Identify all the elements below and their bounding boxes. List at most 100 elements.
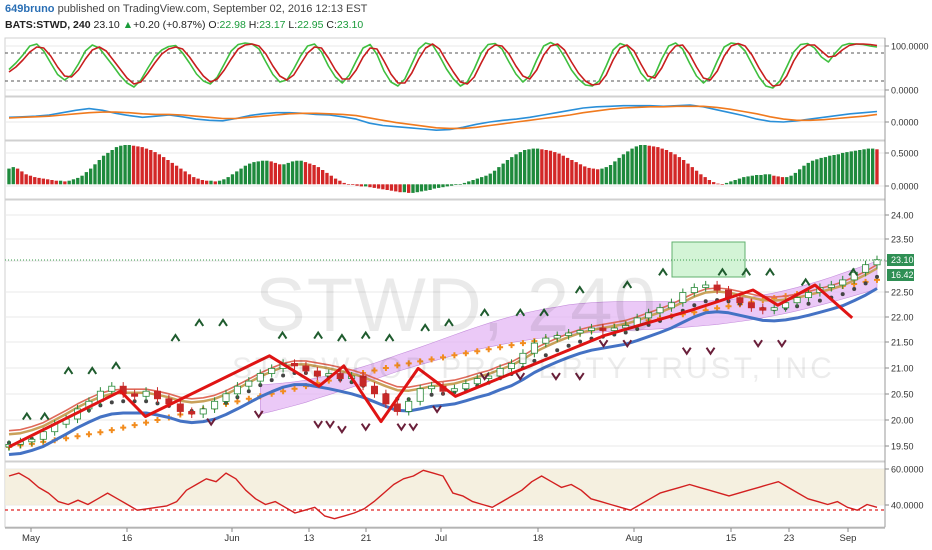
down-marker bbox=[253, 410, 264, 419]
candle-body bbox=[199, 408, 207, 415]
highlight-box bbox=[671, 241, 746, 278]
histogram-bar bbox=[260, 160, 265, 185]
histogram-bar bbox=[114, 147, 119, 185]
zigzag-line bbox=[8, 283, 854, 449]
candle-body bbox=[302, 365, 310, 372]
x-tick-label: 16 bbox=[122, 533, 133, 544]
candle-body bbox=[382, 393, 390, 405]
signal-line bbox=[8, 105, 878, 130]
histogram-bar bbox=[80, 175, 84, 185]
histogram-bar bbox=[845, 152, 849, 185]
histogram-bar bbox=[286, 162, 290, 185]
high-value: 23.17 bbox=[259, 19, 286, 31]
candle-body bbox=[507, 362, 515, 369]
down-marker bbox=[515, 372, 526, 381]
ema-slow-marker bbox=[714, 305, 721, 312]
histogram-bar bbox=[828, 155, 832, 185]
histogram-bar bbox=[200, 180, 205, 185]
down-marker bbox=[705, 347, 716, 356]
up-marker bbox=[22, 411, 32, 421]
histogram-bar bbox=[372, 184, 376, 188]
secondary-price-text: 16.42 bbox=[891, 270, 914, 280]
stoch-d-line bbox=[8, 42, 878, 87]
ema-slow-marker bbox=[725, 303, 732, 310]
histogram-bar bbox=[432, 184, 437, 189]
histogram-bar bbox=[862, 149, 866, 185]
close-value: 23.10 bbox=[336, 19, 364, 31]
candle-body bbox=[108, 385, 116, 392]
histogram-bar bbox=[402, 184, 407, 193]
histogram-bar bbox=[312, 165, 316, 185]
candle-body bbox=[450, 388, 458, 392]
down-marker bbox=[753, 339, 763, 348]
down-marker bbox=[360, 423, 371, 432]
histogram-bar bbox=[686, 163, 690, 185]
dotted-ma-point bbox=[543, 353, 548, 358]
ema-slow-marker bbox=[508, 342, 515, 349]
up-marker bbox=[360, 330, 371, 340]
histogram-bar bbox=[136, 146, 140, 185]
histogram-bar bbox=[866, 148, 871, 185]
histogram-bar bbox=[419, 184, 424, 192]
histogram-bar bbox=[798, 169, 802, 185]
histogram-bar bbox=[325, 172, 329, 185]
histogram-bar bbox=[351, 184, 355, 185]
up-marker bbox=[479, 307, 490, 317]
histogram-bar bbox=[58, 180, 63, 185]
histogram-bar bbox=[170, 162, 174, 185]
candle-body bbox=[359, 375, 367, 387]
histogram-bar bbox=[54, 180, 58, 185]
ema-slow-marker bbox=[428, 356, 435, 363]
histogram-bar bbox=[660, 148, 664, 185]
histogram-bar bbox=[565, 157, 570, 185]
down-marker bbox=[551, 372, 561, 381]
candle-body bbox=[805, 292, 813, 298]
candle-body bbox=[656, 307, 664, 314]
histogram-bar bbox=[776, 176, 780, 185]
ema-slow-marker bbox=[451, 352, 458, 359]
open-value: 22.98 bbox=[219, 19, 246, 31]
candle-body bbox=[690, 287, 698, 293]
down-marker bbox=[622, 339, 633, 348]
up-marker bbox=[384, 333, 395, 342]
symbol-label: BATS:STWD, 240 bbox=[5, 19, 91, 31]
histogram-bar bbox=[308, 163, 312, 185]
up-marker bbox=[277, 330, 288, 340]
candle-body bbox=[416, 388, 424, 402]
candle-body bbox=[462, 383, 470, 390]
histogram-bar bbox=[389, 184, 394, 191]
candle-body bbox=[553, 335, 561, 339]
up-marker bbox=[337, 333, 347, 342]
histogram-bar bbox=[673, 154, 677, 185]
histogram-bar bbox=[875, 149, 879, 185]
histogram-bar bbox=[123, 145, 127, 185]
down-marker bbox=[574, 372, 585, 381]
histogram-bar bbox=[647, 145, 651, 185]
ema-slow-marker bbox=[234, 398, 241, 405]
candle-body bbox=[222, 393, 230, 402]
candle-body bbox=[713, 284, 721, 291]
histogram-bar bbox=[428, 184, 432, 190]
candle-body bbox=[736, 297, 744, 304]
histogram-bar bbox=[174, 165, 179, 185]
blue-ma-line bbox=[8, 287, 878, 456]
histogram-bar bbox=[424, 184, 428, 191]
histogram-bar bbox=[699, 174, 703, 185]
dotted-ma-point bbox=[692, 303, 697, 308]
y-tick-label: 24.00 bbox=[891, 211, 914, 221]
histogram-bar bbox=[841, 152, 845, 185]
change-value: +0.20 (+0.87%) bbox=[133, 19, 206, 31]
histogram-bar bbox=[183, 171, 187, 185]
dotted-ma-point bbox=[98, 403, 103, 408]
up-marker bbox=[658, 267, 668, 276]
histogram-bar bbox=[742, 177, 746, 185]
histogram-bar bbox=[574, 162, 578, 185]
x-tick-label: Jun bbox=[224, 533, 239, 544]
y-tick-label: 20.00 bbox=[891, 416, 914, 426]
author-link[interactable]: 649bruno bbox=[5, 3, 55, 15]
histogram-bar bbox=[527, 149, 531, 185]
red-ma-line bbox=[8, 264, 878, 432]
dotted-ma-point bbox=[863, 281, 868, 286]
candle-body bbox=[131, 393, 139, 397]
histogram-bar bbox=[153, 152, 157, 185]
